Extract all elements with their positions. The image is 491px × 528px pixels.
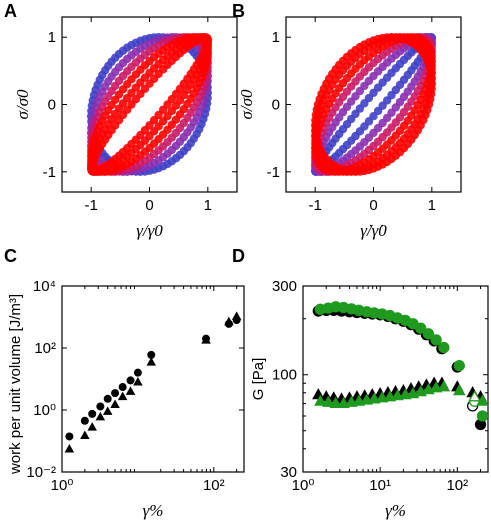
data-point-circle xyxy=(147,350,156,359)
y-tick-label: 0 xyxy=(48,97,56,114)
x-tick-label: 1 xyxy=(428,197,436,214)
data-point-triangle xyxy=(95,411,106,421)
panel-letter: D xyxy=(232,246,245,266)
y-tick-label: 1 xyxy=(272,29,280,46)
g-prime-point xyxy=(438,341,450,354)
y-axis-label: σ/σ0 xyxy=(13,89,32,119)
loops xyxy=(86,32,213,177)
data-point-triangle xyxy=(125,386,136,395)
panel-b: B -1 0 1 -1 0 1 γ̇/γ̇0 σ/σ0 xyxy=(232,1,462,240)
x-tick-label: 10¹ xyxy=(369,477,391,494)
data-point-circle xyxy=(88,409,97,418)
data-point-circle xyxy=(80,416,89,425)
x-tick-label: 0 xyxy=(369,197,377,214)
x-axis-label: γ/γ0 xyxy=(136,221,163,240)
x-tick-label: 10⁰ xyxy=(292,477,315,494)
g-double-prime-point xyxy=(368,392,381,404)
data-point-triangle xyxy=(133,377,143,386)
y-tick-label: 10⁻² xyxy=(26,464,56,481)
y-tick-label: 300 xyxy=(272,278,297,295)
data-point-circle xyxy=(103,394,112,403)
g-prime-point xyxy=(422,328,435,340)
x-axis-label: γ% xyxy=(143,501,164,520)
panel-letter: C xyxy=(4,246,17,266)
data-point-circle xyxy=(118,383,127,392)
panel-letter: A xyxy=(4,1,17,21)
g-double-prime-point xyxy=(329,396,342,409)
panel-d: D 10⁰ 10¹ 10² 30 100 300 γ% G [Pa] xyxy=(232,246,489,520)
data-point-triangle xyxy=(231,311,242,320)
y-axis-label: G [Pa] xyxy=(250,358,267,401)
data-point-triangle xyxy=(117,391,128,401)
g-double-prime-point xyxy=(437,380,451,392)
g-prime-point xyxy=(415,322,427,334)
data-point-triangle xyxy=(146,357,157,366)
plot-frame xyxy=(61,285,245,473)
g-double-prime-point xyxy=(391,389,404,401)
y-tick-label: -1 xyxy=(267,164,280,181)
y-tick-label: 10² xyxy=(34,340,56,357)
g-prime-point xyxy=(430,334,442,346)
plot-frame xyxy=(302,285,489,473)
g-double-prime-point xyxy=(312,388,325,400)
data-point-triangle xyxy=(80,430,90,440)
data-point-triangle xyxy=(87,422,97,431)
g-prime-point xyxy=(476,410,489,422)
data-point-circle xyxy=(111,389,120,398)
g-double-prime-point xyxy=(453,384,466,396)
data-point-triangle xyxy=(64,444,75,453)
y-tick-label: 10⁰ xyxy=(33,402,56,419)
g-prime-point xyxy=(453,359,465,372)
panel-a: A -1 0 1 -1 0 1 γ/γ0 σ/σ0 xyxy=(4,1,238,240)
loop-point xyxy=(203,38,212,47)
y-tick-label: 30 xyxy=(280,464,297,481)
g-double-prime-point xyxy=(468,390,481,402)
g-double-prime-point xyxy=(476,394,489,406)
x-tick-label: 1 xyxy=(204,197,212,214)
x-axis-label: γ% xyxy=(385,501,406,520)
x-tick-label: -1 xyxy=(84,197,97,214)
data-point-circle xyxy=(126,376,135,385)
y-axis-label: σ/σ0 xyxy=(237,89,256,119)
y-tick-label: 100 xyxy=(272,367,297,384)
x-tick-label: -1 xyxy=(308,197,321,214)
g-double-prime-point xyxy=(321,395,335,407)
x-axis-label: γ̇/γ̇0 xyxy=(360,221,387,240)
data-point-circle xyxy=(65,432,74,441)
data-point-triangle xyxy=(110,399,120,409)
data-point-triangle xyxy=(224,316,234,326)
x-tick-label: 10⁰ xyxy=(51,477,74,494)
y-tick-label: 10⁴ xyxy=(33,278,56,295)
y-axis-label: work per unit volume [J/m³] xyxy=(7,294,24,475)
data-point-circle xyxy=(96,402,105,411)
x-tick-label: 0 xyxy=(145,197,153,214)
y-tick-label: 1 xyxy=(48,29,56,46)
data-point-triangle xyxy=(201,335,211,344)
data-point-circle xyxy=(133,368,142,377)
g-double-prime-point xyxy=(337,396,350,409)
y-tick-label: 0 xyxy=(272,97,280,114)
panel-letter: B xyxy=(232,1,245,21)
loops xyxy=(310,32,437,177)
loop-point xyxy=(427,84,436,93)
g-double-prime-point xyxy=(314,394,327,406)
x-tick-label: 10² xyxy=(203,477,225,494)
y-tick-label: -1 xyxy=(43,164,56,181)
x-tick-label: 10² xyxy=(446,477,468,494)
data-point-triangle xyxy=(102,406,113,415)
